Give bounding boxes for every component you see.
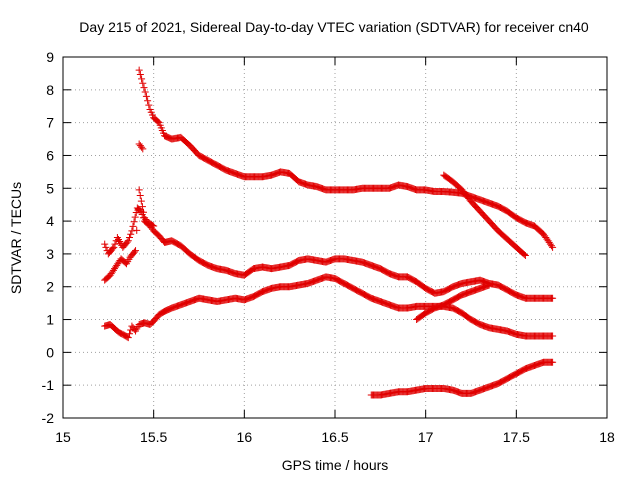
series-track-g [440,171,529,260]
data-point [144,97,152,105]
y-tick-label: 1 [46,312,54,328]
data-point [125,234,133,241]
x-tick-label: 16.5 [321,429,348,445]
data-point [127,230,135,238]
data-point [549,294,557,302]
data-point [150,222,158,230]
axis-ticks: -2 -1 0 1 2 3 4 5 6 7 8 9 15 15.5 16 16.5 17 17.5 18 [42,49,615,445]
data-point [131,213,139,221]
y-tick-label: 2 [46,279,54,295]
data-point [138,203,146,211]
data-points [101,66,557,399]
y-tick-label: 8 [46,82,54,98]
series-track-b [101,204,557,302]
series-track-h [413,281,493,324]
data-point [547,242,555,250]
data-point [154,118,162,126]
data-point [140,84,148,92]
data-point [130,218,138,226]
x-tick-label: 18 [599,429,615,445]
y-tick-label: -2 [42,410,55,426]
data-point [136,71,144,79]
y-tick-label: 7 [46,115,54,131]
data-point [149,221,157,229]
data-point [135,66,143,74]
data-point [124,237,132,245]
data-point [132,247,140,255]
y-tick-label: 0 [46,344,54,360]
series-track-c [101,186,158,284]
data-point [133,226,141,234]
data-point [128,227,136,235]
data-point [135,186,143,194]
data-point [549,358,557,366]
data-point [130,248,138,256]
data-point [139,79,147,87]
data-point [111,240,119,248]
data-point [136,191,144,199]
data-point [102,243,110,251]
data-point [134,206,142,214]
x-tick-label: 15 [55,429,71,445]
data-point [549,332,557,340]
series-track-e [135,140,147,153]
data-point [109,245,117,253]
data-point [520,251,528,259]
data-point [129,222,137,230]
series-track-f [367,358,557,399]
data-point [138,75,146,83]
x-tick-label: 15.5 [140,429,167,445]
data-point [142,92,150,100]
y-tick-label: 9 [46,49,54,65]
y-tick-label: 4 [46,213,54,229]
y-tick-label: -1 [42,377,55,393]
data-point [138,143,146,151]
x-axis-label: GPS time / hours [282,457,389,473]
data-point [125,330,133,338]
data-point [139,145,147,153]
data-point [124,334,132,342]
data-point [141,88,149,96]
data-point [123,238,131,246]
data-point [101,240,109,248]
series-track-a [135,66,557,251]
series-track-d [101,273,557,342]
x-tick-label: 17.5 [503,429,530,445]
data-point [549,243,557,251]
y-axis-label: SDTVAR / TECUs [8,182,24,294]
data-point [521,252,529,260]
y-tick-label: 5 [46,180,54,196]
x-tick-label: 17 [418,429,434,445]
data-point [485,281,493,289]
data-point [145,101,153,109]
data-point [110,243,118,251]
data-point [140,208,148,216]
data-point [137,197,145,205]
y-tick-label: 3 [46,246,54,262]
chart-title: Day 215 of 2021, Sidereal Day-to-day VTE… [79,19,589,35]
y-tick-label: 6 [46,147,54,163]
x-tick-label: 16 [237,429,253,445]
